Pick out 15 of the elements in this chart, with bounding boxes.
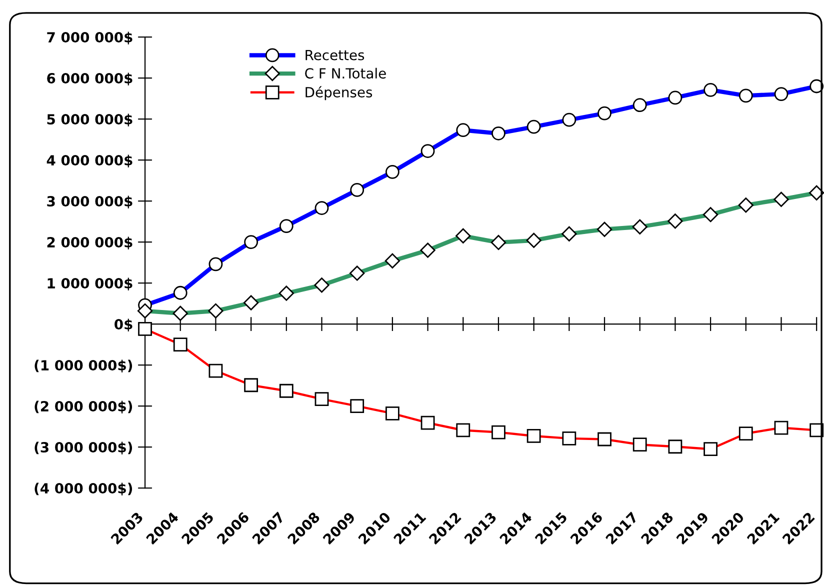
legend-label: Recettes (306, 50, 364, 60)
y-tick-label: (1 000 000$) (34, 360, 132, 372)
y-tick-label: 5 000 000$ (47, 114, 132, 126)
y-tick-label: (2 000 000$) (34, 400, 132, 414)
y-tick-label: 4 000 000$ (46, 154, 132, 168)
y-tick-label: 1 000 000$ (48, 278, 132, 290)
y-tick-label: 7 000 000$ (47, 32, 132, 44)
y-tick-label: 6 000 000$ (47, 72, 132, 86)
legend-label: C F N.Totale (305, 68, 386, 79)
y-tick-label: 3 000 000$ (47, 196, 132, 208)
y-tick-label: (3 000 000$) (34, 442, 132, 454)
y-tick-label: 0$ (114, 318, 132, 332)
legend-label: Dépenses (306, 86, 372, 100)
y-tick-label: 2 000 000$ (47, 236, 132, 250)
y-tick-label: (4 000 000$) (34, 482, 132, 496)
